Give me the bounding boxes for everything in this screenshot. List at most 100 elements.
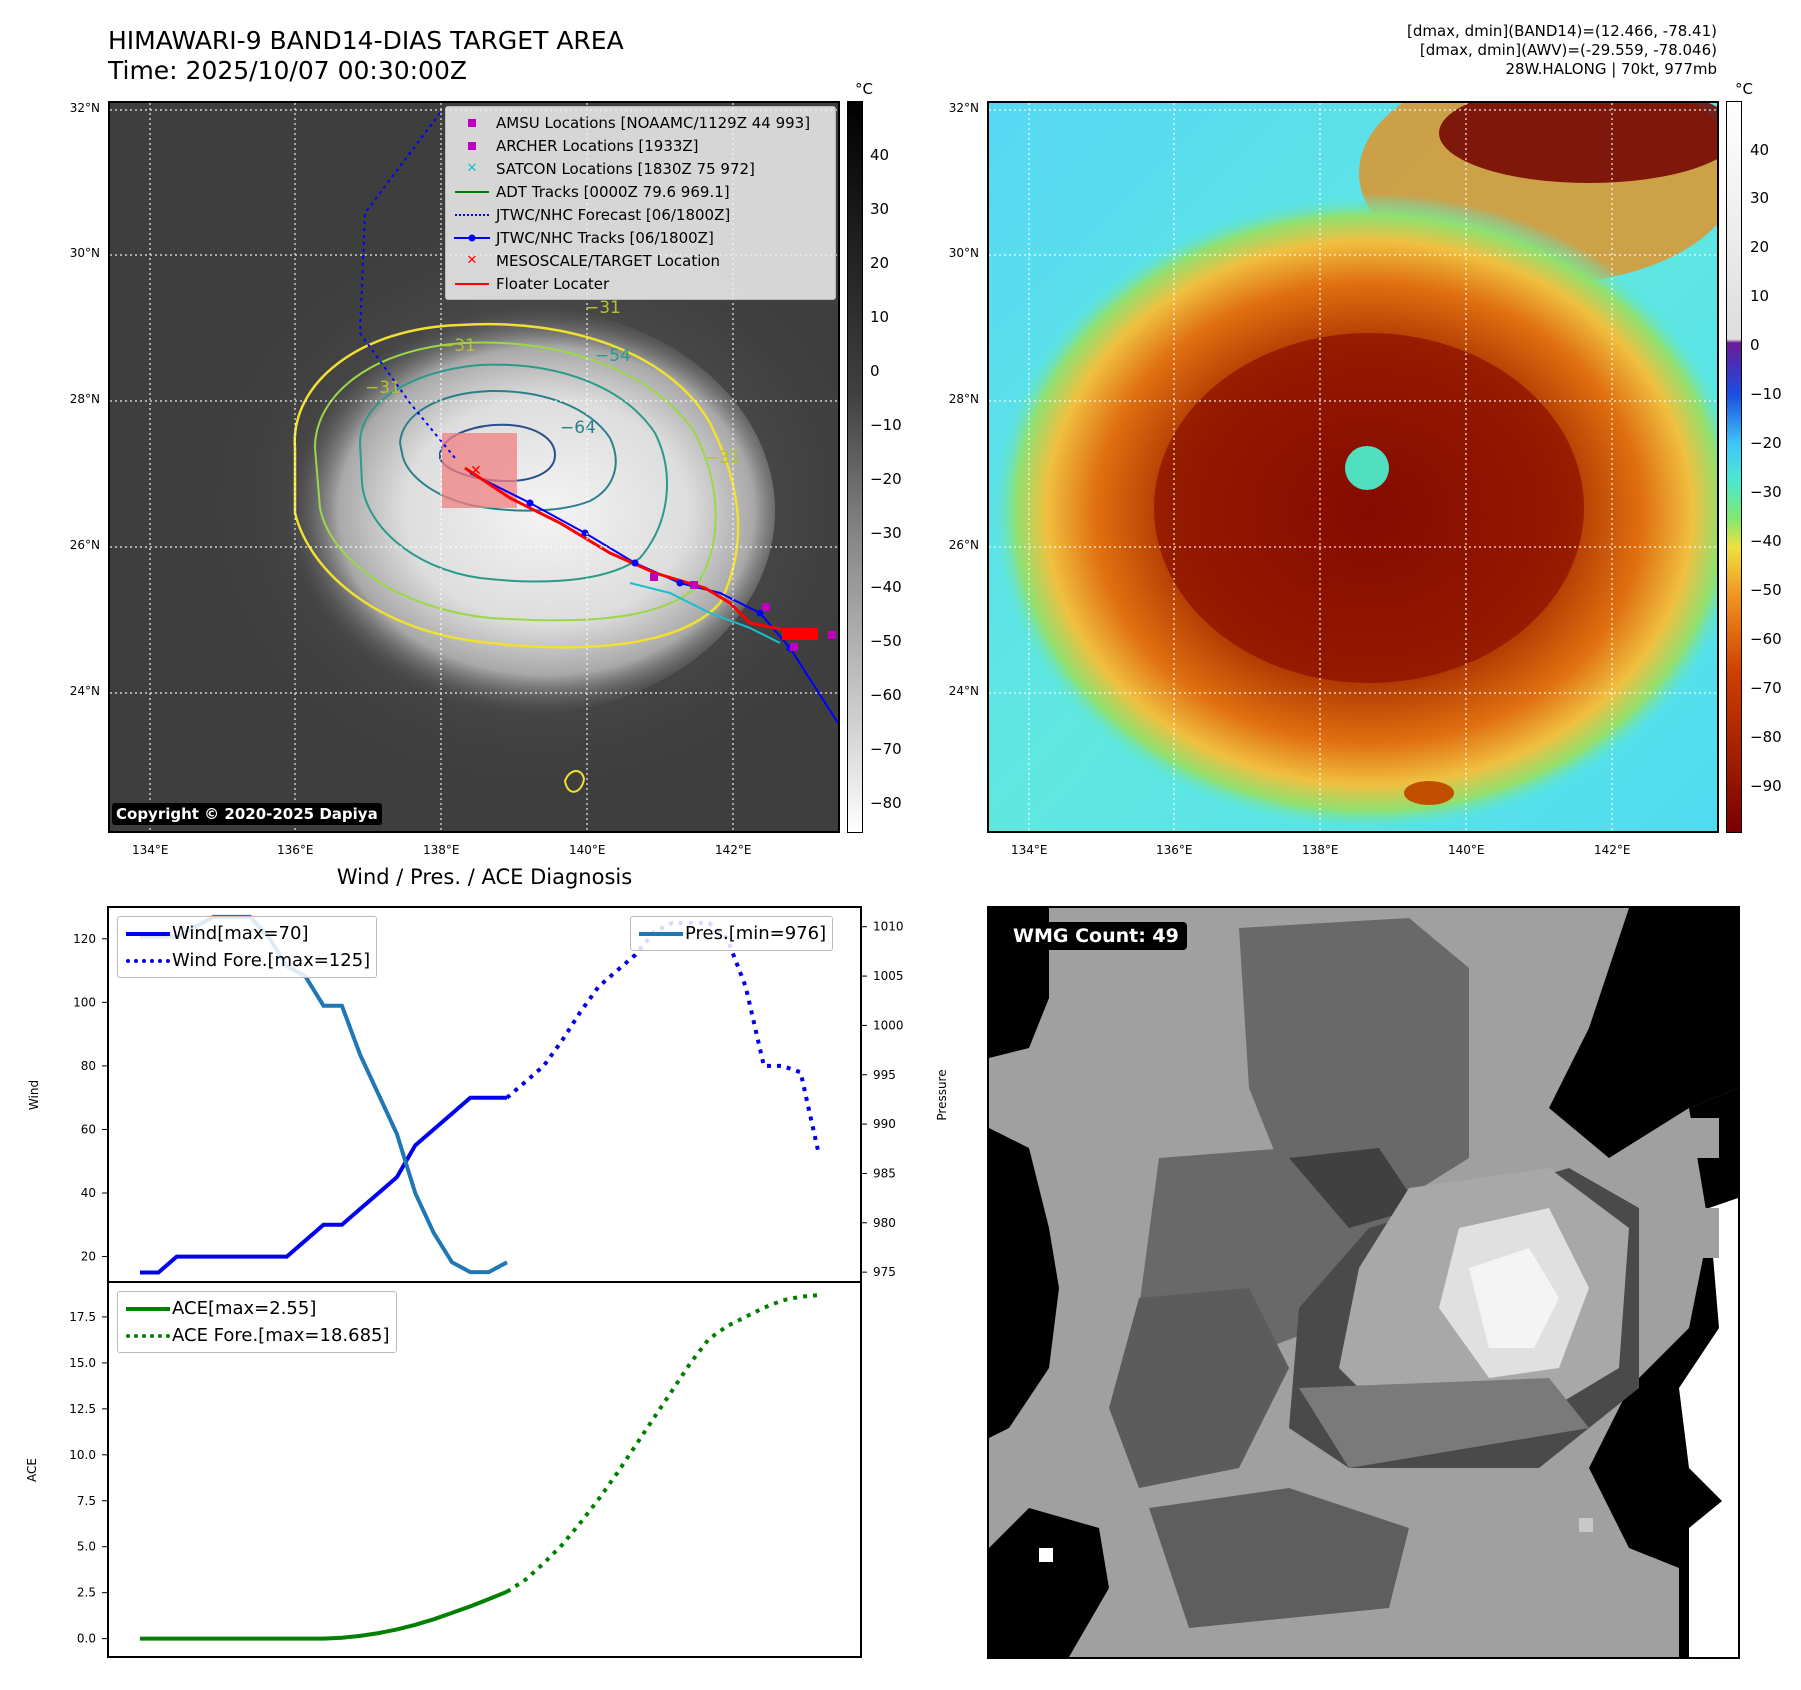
awv-lat-24: 24°N <box>948 684 979 698</box>
ir-colorbar <box>847 101 863 833</box>
awv-tick-12: −80 <box>1750 728 1782 746</box>
floater-line-icon <box>448 282 496 285</box>
ir-tick-3: 10 <box>870 308 890 326</box>
ir-lat-30: 30°N <box>69 246 100 260</box>
pressure-legend-item: Pres.[min=976] <box>637 920 826 947</box>
awv-tick-0: 40 <box>1750 141 1770 159</box>
ir-tick-0: 40 <box>870 146 890 164</box>
info-line-2: [dmax, dmin](AWV)=(-29.559, -78.046) <box>1419 41 1717 59</box>
wind-legend-label: Wind[max=70] <box>172 923 309 944</box>
legend-item-archer: ARCHER Locations [1933Z] <box>448 134 833 157</box>
wind-ytick-label: 100 <box>73 995 96 1009</box>
wmg-count-badge: WMG Count: 49 <box>1005 922 1187 950</box>
awv-tick-6: −20 <box>1750 434 1782 452</box>
legend-label-jtwc-tracks: JTWC/NHC Tracks [06/1800Z] <box>496 228 714 247</box>
awv-lon-136: 136°E <box>1156 843 1193 857</box>
info-line-3: 28W.HALONG | 70kt, 977mb <box>1505 60 1717 78</box>
ir-tick-1: 30 <box>870 200 890 218</box>
wind-fore-legend-label: Wind Fore.[max=125] <box>172 950 371 971</box>
pressure-ytick-label: 985 <box>873 1166 896 1180</box>
awv-tick-8: −40 <box>1750 532 1782 550</box>
pressure-line-icon <box>637 931 685 936</box>
diagnosis-title: Wind / Pres. / ACE Diagnosis <box>336 865 633 889</box>
satcon-x-icon: ✕ <box>466 161 478 176</box>
wind-ylabel: Wind <box>27 1080 41 1110</box>
awv-lat-labels: 32°N 30°N 28°N 26°N 24°N <box>941 101 981 833</box>
ir-tick-7: −30 <box>870 524 902 542</box>
legend-item-jtwc-tracks: JTWC/NHC Tracks [06/1800Z] <box>448 226 833 249</box>
wind-ytick-label: 20 <box>81 1250 96 1264</box>
awv-map-image <box>989 103 1717 831</box>
jtwc-line-dot-icon <box>448 233 496 243</box>
ir-tick-2: 20 <box>870 254 890 272</box>
ir-lon-140: 140°E <box>569 843 606 857</box>
awv-map-panel <box>987 101 1719 833</box>
pressure-legend-label: Pres.[min=976] <box>685 923 827 944</box>
awv-lat-32: 32°N <box>948 101 979 115</box>
awv-lat-26: 26°N <box>948 538 979 552</box>
adt-line-icon <box>448 190 496 193</box>
ir-lat-24: 24°N <box>69 684 100 698</box>
ir-colorbar-ticks: 40 30 20 10 0 −10 −20 −30 −40 −50 −60 −7… <box>870 101 910 833</box>
ir-lat-labels: 32°N 30°N 28°N 26°N 24°N <box>62 101 102 833</box>
awv-tick-5: −10 <box>1750 385 1782 403</box>
ace-axes-frame <box>107 1281 862 1658</box>
ir-lat-28: 28°N <box>69 392 100 406</box>
awv-lon-labels: 134°E 136°E 138°E 140°E 142°E <box>987 843 1719 859</box>
ace-ytick-label: 0.0 <box>77 1632 96 1646</box>
title-line-1: HIMAWARI-9 BAND14-DIAS TARGET AREA <box>108 26 624 55</box>
legend-label-floater: Floater Locater <box>496 274 610 293</box>
awv-colorbar-ticks: 40 30 20 10 0 −10 −20 −30 −40 −50 −60 −7… <box>1750 101 1795 833</box>
awv-lon-142: 142°E <box>1594 843 1631 857</box>
ir-tick-9: −50 <box>870 632 902 650</box>
ir-tick-12: −80 <box>870 794 902 812</box>
ace-legend-label: ACE[max=2.55] <box>172 1298 317 1319</box>
legend-item-satcon: ✕ SATCON Locations [1830Z 75 972] <box>448 157 833 180</box>
ir-lon-136: 136°E <box>277 843 314 857</box>
archer-square-icon <box>448 141 496 150</box>
legend-item-adt: ADT Tracks [0000Z 79.6 969.1] <box>448 180 833 203</box>
pressure-ytick-label: 990 <box>873 1117 896 1131</box>
svg-text:✕: ✕ <box>470 463 482 479</box>
awv-tick-13: −90 <box>1750 777 1782 795</box>
mesoscale-x-icon: ✕ <box>466 253 478 268</box>
ir-lat-32: 32°N <box>69 101 100 115</box>
ir-colorbar-unit: °C <box>855 80 873 98</box>
wmg-image <box>989 908 1738 1657</box>
ace-legend: ACE[max=2.55] ACE Fore.[max=18.685] <box>117 1291 397 1353</box>
ace-line-icon <box>124 1306 172 1311</box>
ir-tick-6: −20 <box>870 470 902 488</box>
amsu-square-icon <box>448 118 496 127</box>
ir-tick-10: −60 <box>870 686 902 704</box>
legend-item-forecast: JTWC/NHC Forecast [06/1800Z] <box>448 203 833 226</box>
pressure-ytick-label: 995 <box>873 1068 896 1082</box>
pressure-ylabel: Pressure <box>935 1069 949 1120</box>
ir-lat-26: 26°N <box>69 538 100 552</box>
legend-label-forecast: JTWC/NHC Forecast [06/1800Z] <box>496 205 731 224</box>
ace-ytick-label: 2.5 <box>77 1586 96 1600</box>
legend-item-floater: Floater Locater <box>448 272 833 295</box>
legend-label-archer: ARCHER Locations [1933Z] <box>496 136 699 155</box>
legend-item-amsu: AMSU Locations [NOAAMC/1129Z 44 993] <box>448 111 833 134</box>
ace-ytick-label: 17.5 <box>69 1310 96 1324</box>
title-line-2: Time: 2025/10/07 00:30:00Z <box>108 56 467 85</box>
ir-tick-11: −70 <box>870 740 902 758</box>
wind-legend-item: Wind[max=70] <box>124 920 370 947</box>
pressure-ytick-label: 1000 <box>873 1018 904 1032</box>
ir-tick-5: −10 <box>870 416 902 434</box>
legend-item-mesoscale: ✕ MESOSCALE/TARGET Location <box>448 249 833 272</box>
awv-lon-140: 140°E <box>1448 843 1485 857</box>
forecast-dotted-icon <box>448 213 496 216</box>
ace-ytick-label: 12.5 <box>69 1402 96 1416</box>
awv-colorbar <box>1726 101 1742 833</box>
contour-label-3: −31 <box>440 336 476 356</box>
ace-ylabel: ACE <box>25 1458 39 1482</box>
awv-colorbar-unit: °C <box>1735 80 1753 98</box>
awv-tick-3: 10 <box>1750 287 1770 305</box>
wmg-panel: WMG Count: 49 <box>987 906 1740 1659</box>
ace-ytick-label: 7.5 <box>77 1494 96 1508</box>
wind-legend: Wind[max=70] Wind Fore.[max=125] <box>117 916 378 978</box>
awv-lon-138: 138°E <box>1302 843 1339 857</box>
wind-ytick-label: 60 <box>81 1122 96 1136</box>
ir-map-legend: AMSU Locations [NOAAMC/1129Z 44 993] ARC… <box>445 106 836 300</box>
